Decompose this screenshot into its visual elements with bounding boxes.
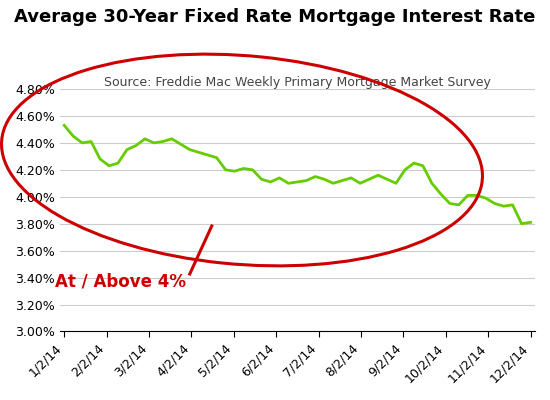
- Text: Average 30-Year Fixed Rate Mortgage Interest Rate: Average 30-Year Fixed Rate Mortgage Inte…: [14, 8, 536, 26]
- Title: Source: Freddie Mac Weekly Primary Mortgage Market Survey: Source: Freddie Mac Weekly Primary Mortg…: [104, 76, 491, 89]
- Text: At / Above 4%: At / Above 4%: [55, 272, 186, 290]
